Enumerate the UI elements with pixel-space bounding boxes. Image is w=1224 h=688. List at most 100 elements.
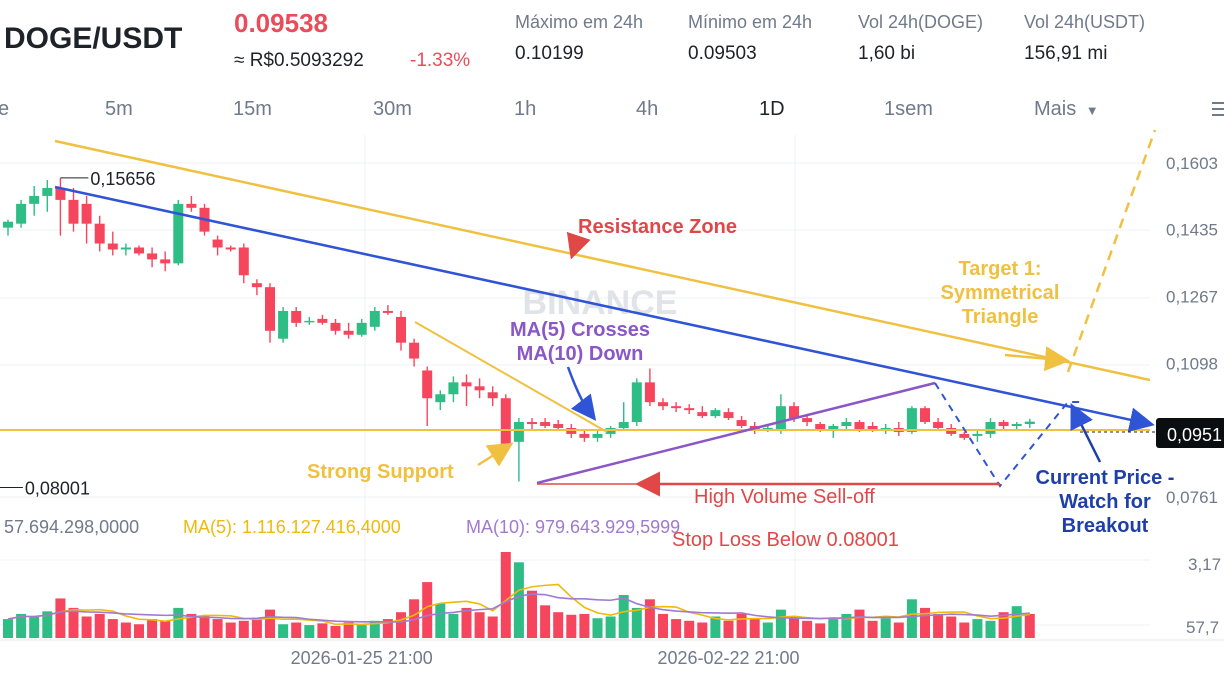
volume-bar	[55, 598, 66, 638]
tab-timeframe-time[interactable]: e	[0, 98, 10, 120]
volume-bar	[762, 622, 773, 638]
candle-body	[42, 187, 53, 196]
volume-bar	[579, 613, 590, 638]
volume-bar	[618, 595, 629, 638]
volume-bar	[946, 616, 957, 638]
tab-timeframe-1sem[interactable]: 1sem	[884, 98, 933, 120]
low-value-label: 0,08001	[25, 478, 90, 498]
volume-bar	[841, 613, 852, 638]
volume-series	[3, 552, 1035, 638]
downtrend-line	[54, 185, 1155, 433]
candle-body	[330, 322, 341, 331]
candle-body	[933, 422, 944, 428]
volume-bar	[880, 618, 891, 638]
volume-bar	[684, 620, 695, 638]
support-arrow	[477, 442, 514, 467]
candle-body	[1011, 424, 1022, 426]
volume-ma10-line	[7, 593, 1030, 623]
volume-bar	[134, 624, 144, 638]
volume-bar	[644, 599, 655, 638]
more-timeframes-button[interactable]: Mais ▼	[1034, 98, 1099, 121]
volume-legend-value: 57.694.298,0000	[4, 517, 139, 537]
volume-bar	[867, 620, 878, 638]
date-tick-label: 2026-01-25 21:00	[291, 648, 433, 668]
volume-bar	[906, 599, 917, 638]
volume-bar	[775, 609, 786, 638]
tab-timeframe-1d[interactable]: 1D	[759, 98, 785, 120]
volume-bar	[238, 620, 249, 638]
date-tick-label: 2026-02-22 21:00	[657, 648, 799, 668]
volume-bar	[749, 619, 760, 638]
candle-body	[29, 195, 40, 204]
stat-low-24h: Mínimo em 24h 0.09503	[688, 12, 812, 65]
more-label: Mais	[1034, 98, 1077, 120]
candle-body	[631, 382, 642, 423]
tab-timeframe-4h[interactable]: 4h	[636, 98, 659, 120]
volume-bar	[540, 605, 551, 638]
stat-label: Mínimo em 24h	[688, 12, 813, 32]
stat-label: Vol 24h(DOGE)	[858, 12, 984, 32]
pair-title[interactable]: DOGE/USDT	[4, 22, 183, 55]
resistance-line	[54, 139, 1151, 382]
volume-bar	[671, 619, 682, 638]
target-label-line: Symmetrical	[941, 282, 1060, 304]
ticker-header: DOGE/USDT 0.09538 ≈ R$0.5093292 -1.33% M…	[0, 0, 1224, 90]
tab-timeframe-1h[interactable]: 1h	[514, 98, 537, 120]
target-arrow	[1004, 346, 1070, 372]
volume-bar	[42, 611, 53, 638]
volume-bar	[29, 616, 40, 638]
price-axis: 0,1603 0,1435 0,1267 0,1098 0,0761 3,17 57,7 20…	[291, 154, 1221, 668]
candle-body	[343, 330, 354, 335]
candle-body	[815, 424, 826, 430]
volume-bar	[369, 620, 380, 638]
selloff-label: High Volume Sell-off	[694, 486, 875, 508]
candle-body	[356, 322, 367, 335]
candle-body	[147, 253, 158, 260]
volume-bar	[186, 613, 197, 638]
candle-body	[120, 247, 131, 250]
candle-body	[579, 433, 590, 438]
stat-value: 0.09503	[688, 43, 757, 64]
candle-body	[225, 247, 236, 250]
volume-bar	[697, 622, 708, 638]
volume-bar	[251, 619, 262, 638]
tab-timeframe-5m[interactable]: 5m	[105, 98, 133, 120]
candle-body	[775, 406, 786, 430]
candle-body	[160, 259, 171, 264]
volume-bar	[854, 609, 865, 638]
candle-body	[959, 433, 970, 438]
candle-body	[789, 406, 799, 419]
candle-body	[212, 239, 223, 248]
volume-bar	[553, 612, 564, 638]
candle-body	[278, 310, 289, 339]
volume-bar	[382, 619, 393, 638]
chart-annotations: 0,15656 0,08001 0,0951 Resistance Zone Targe…	[0, 129, 1224, 551]
volume-bar	[1011, 606, 1022, 638]
volume-tick-label: 3,17	[1188, 555, 1221, 574]
volume-bar	[789, 616, 799, 638]
volume-bar	[592, 618, 603, 638]
candle-body	[173, 203, 184, 264]
candle-body	[920, 408, 930, 423]
candle-body	[134, 247, 144, 254]
current-price-note-line: Current Price -	[1036, 467, 1175, 489]
candle-body	[304, 320, 315, 323]
volume-bar	[199, 615, 210, 638]
candle-body	[265, 287, 275, 331]
volume-bar	[802, 620, 813, 638]
tab-timeframe-30m[interactable]: 30m	[373, 98, 412, 120]
volume-bar	[94, 613, 105, 638]
candle-body	[94, 223, 105, 244]
settings-menu-icon[interactable]	[1212, 98, 1224, 122]
stat-vol-doge: Vol 24h(DOGE) 1,60 bi	[858, 12, 983, 65]
candle-body	[723, 412, 734, 419]
candle-body	[369, 310, 380, 327]
price-change: -1.33%	[410, 50, 471, 71]
stat-vol-usdt: Vol 24h(USDT) 156,91 mi	[1024, 12, 1145, 65]
candle-body	[291, 310, 302, 323]
ma10-legend: MA(10): 979.643.929,5999	[466, 517, 680, 537]
tab-timeframe-15m[interactable]: 15m	[233, 98, 272, 120]
volume-bar	[291, 622, 302, 638]
candle-body	[644, 382, 655, 403]
